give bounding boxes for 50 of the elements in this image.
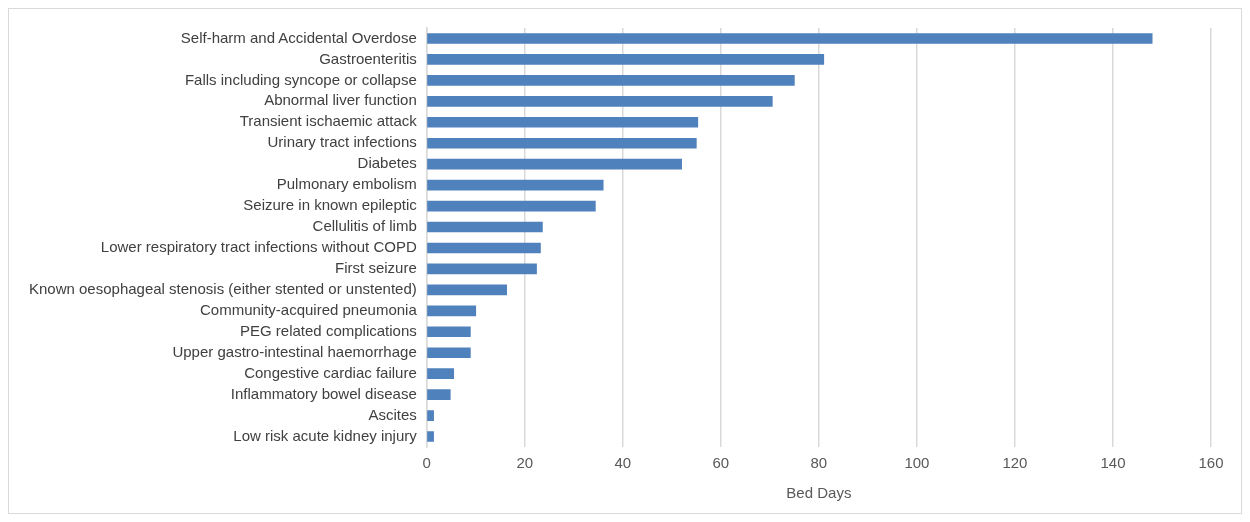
x-tick-label: 160 — [1198, 454, 1224, 472]
y-tick-label: Self-harm and Accidental Overdose — [180, 28, 417, 46]
y-tick-label: Congestive cardiac failure — [244, 363, 417, 381]
bar — [427, 200, 596, 212]
bar — [427, 284, 507, 296]
bar — [427, 410, 434, 421]
x-tick-label: 60 — [712, 454, 730, 472]
y-tick-label: Abnormal liver function — [264, 91, 417, 109]
x-tick-label: 20 — [516, 454, 534, 472]
bar — [427, 75, 795, 86]
bar — [427, 389, 451, 400]
x-tick-label: 140 — [1100, 454, 1126, 472]
y-tick-label: Transient ischaemic attack — [239, 112, 418, 130]
y-tick-label: Falls including syncope or collapse — [184, 70, 417, 88]
x-tick-label: 40 — [614, 454, 632, 472]
x-tick-label: 100 — [904, 454, 930, 472]
y-tick-label: First seizure — [335, 259, 417, 277]
bar — [427, 326, 471, 338]
bar — [427, 33, 1153, 44]
y-tick-label: Pulmonary embolism — [276, 175, 417, 193]
x-axis-title: Bed Days — [786, 484, 852, 502]
bar — [427, 54, 825, 65]
bar — [427, 221, 543, 233]
x-tick-label: 120 — [1002, 454, 1028, 472]
y-tick-label: Upper gastro-intestinal haemorrhage — [172, 342, 417, 360]
y-tick-label: Gastroenteritis — [319, 49, 417, 67]
bar — [427, 431, 434, 442]
y-tick-label: Seizure in known epileptic — [243, 196, 418, 214]
bar — [427, 158, 682, 170]
y-tick-label: Inflammatory bowel disease — [230, 384, 417, 402]
y-tick-label: Ascites — [368, 405, 417, 423]
y-tick-label: Lower respiratory tract infections without COPD — [100, 238, 417, 256]
y-tick-label: PEG related complications — [240, 321, 417, 339]
bar — [427, 305, 477, 317]
bar — [427, 263, 537, 275]
bar — [427, 368, 455, 380]
bar — [427, 116, 699, 128]
bar — [427, 137, 697, 149]
bar — [427, 179, 604, 191]
y-tick-label: Urinary tract infections — [267, 133, 417, 151]
x-tick-label: 80 — [810, 454, 828, 472]
x-tick-label: 0 — [422, 454, 431, 472]
y-tick-label: Low risk acute kidney injury — [233, 426, 418, 444]
bar — [427, 96, 773, 107]
y-tick-label: Community-acquired pneumonia — [199, 300, 418, 318]
bar — [427, 242, 541, 254]
bar — [427, 347, 471, 359]
y-tick-label: Cellulitis of limb — [312, 217, 417, 235]
y-tick-label: Known oesophageal stenosis (either stented or unstented) — [28, 280, 417, 298]
y-tick-label: Diabetes — [357, 154, 417, 172]
